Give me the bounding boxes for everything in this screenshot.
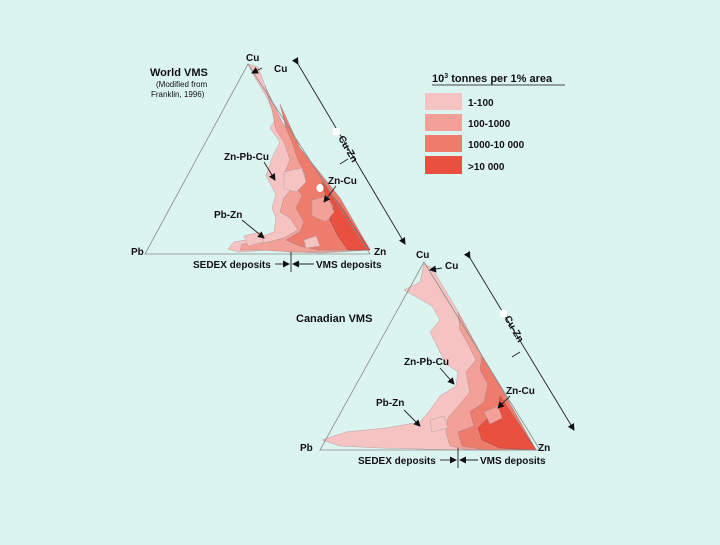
canada-title: Canadian VMS — [296, 313, 372, 325]
world-apex-cu: Cu — [246, 53, 259, 64]
world-zncu-arrow — [323, 185, 337, 203]
world-cuzn-label: Cu-Zn — [335, 134, 359, 165]
legend-label-2: 100-1000 — [468, 119, 511, 130]
world-subtitle-1: (Modified from — [156, 80, 207, 89]
world-field-znpbcu: Zn-Pb-Cu — [224, 152, 269, 163]
canada-axis-cu: Cu — [445, 261, 458, 272]
legend: 103 tonnes per 1% area 1-100 100-1000 10… — [425, 73, 565, 174]
canada-sedex-label: SEDEX deposits — [358, 456, 436, 467]
canada-znpbcu-arrow — [439, 367, 455, 385]
canada-apex-cu: Cu — [416, 250, 429, 261]
canada-vms-label: VMS deposits — [480, 456, 546, 467]
world-subtitle-2: Franklin, 1996) — [151, 90, 205, 99]
world-cuzn-axis — [291, 57, 406, 245]
legend-swatch-3 — [425, 135, 462, 152]
legend-title: 103 tonnes per 1% area — [432, 73, 553, 85]
world-apex-pb: Pb — [131, 247, 144, 258]
canada-cu-arrow — [429, 265, 443, 273]
world-sedex-label: SEDEX deposits — [193, 260, 271, 271]
canada-axis-marker — [500, 310, 507, 317]
world-axis-cu: Cu — [274, 64, 287, 75]
world-field-pbzn: Pb-Zn — [214, 210, 242, 221]
world-apex-zn: Zn — [374, 247, 386, 258]
canada-cuzn-axis — [463, 251, 575, 431]
legend-label-3: 1000-10 000 — [468, 140, 525, 151]
world-title: World VMS — [150, 67, 208, 79]
canada-island-1 — [429, 415, 449, 433]
canadian-vms-diagram: Cu-Zn Canadian VMS Cu Cu Pb Zn Zn-Pb-Cu … — [296, 250, 575, 468]
legend-swatch-4 — [425, 156, 462, 174]
canada-axis-tick — [511, 351, 521, 358]
canada-pbzn-arrow — [403, 409, 421, 427]
world-pbzn-arrow — [241, 219, 265, 239]
world-axis-tick — [339, 158, 349, 165]
legend-swatch-2 — [425, 114, 462, 131]
world-white-spot — [316, 184, 324, 192]
canada-field-zncu: Zn-Cu — [506, 386, 535, 397]
canada-apex-pb: Pb — [300, 443, 313, 454]
canada-zncu-arrow — [497, 395, 511, 409]
world-field-zncu: Zn-Cu — [328, 176, 357, 187]
world-znpbcu-arrow — [263, 161, 276, 181]
legend-swatch-1 — [425, 93, 462, 110]
world-vms-label: VMS deposits — [316, 260, 382, 271]
legend-label-4: >10 000 — [468, 162, 505, 173]
world-cu-arrow — [251, 67, 263, 74]
canada-field-znpbcu: Zn-Pb-Cu — [404, 357, 449, 368]
world-axis-marker — [333, 128, 340, 135]
canada-apex-zn: Zn — [538, 443, 550, 454]
canada-cuzn-label: Cu-Zn — [501, 314, 525, 345]
legend-label-1: 1-100 — [468, 98, 494, 109]
world-vms-diagram: Cu-Zn World VMS (Modified from Franklin,… — [131, 53, 406, 272]
canada-field-pbzn: Pb-Zn — [376, 398, 404, 409]
